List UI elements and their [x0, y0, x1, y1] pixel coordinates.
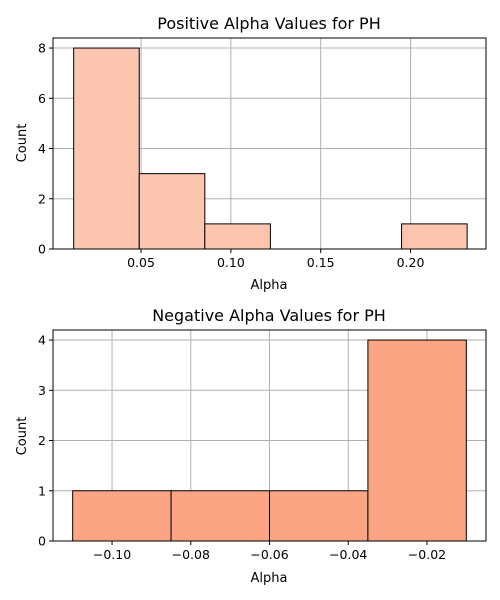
plot-frame [52, 37, 487, 250]
y-axis-label: Count [15, 124, 30, 163]
y-tick-label: 2 [38, 191, 46, 206]
chart-title: Negative Alpha Values for PH [152, 306, 386, 325]
chart-title: Positive Alpha Values for PH [157, 14, 380, 33]
x-tick-label: 0.05 [127, 255, 155, 270]
histogram-bar [73, 47, 140, 250]
histogram-bar [401, 223, 468, 250]
x-tick-label: −0.04 [329, 547, 367, 562]
chart-negative-alpha: Negative Alpha Values for PH −0.10 −0.08−… [15, 306, 487, 586]
y-tick-label: 6 [38, 91, 46, 106]
y-tick-label: 4 [38, 333, 46, 348]
x-ticks: −0.10 −0.08 −0.06 −0.04 −0.02 [93, 541, 446, 562]
histogram-bar [138, 173, 206, 250]
x-axis-label: Alpha [251, 278, 288, 293]
y-tick-label: 1 [38, 483, 46, 498]
y-axis-label: Count [15, 417, 30, 456]
y-tick-label: 3 [38, 383, 46, 398]
y-ticks: 0 2 4 6 8 [38, 41, 53, 257]
y-tick-label: 0 [38, 242, 46, 257]
y-ticks: 0 1 2 3 4 [38, 333, 53, 549]
y-tick-label: 0 [38, 534, 46, 549]
x-tick-label: −0.06 [250, 547, 288, 562]
histogram-bar [204, 223, 271, 250]
histogram-bar [72, 490, 172, 542]
histogram-bar [367, 339, 467, 542]
x-tick-label: 0.15 [307, 255, 335, 270]
x-tick-label: −0.08 [172, 547, 210, 562]
y-tick-label: 2 [38, 433, 46, 448]
x-tick-label: −0.02 [408, 547, 446, 562]
x-axis-label: Alpha [251, 571, 288, 586]
bars [72, 339, 467, 542]
histogram-bar [269, 490, 369, 542]
x-tick-label: −0.10 [93, 547, 131, 562]
bars [73, 47, 468, 250]
histogram-bar [170, 490, 270, 542]
x-ticks: 0.05 0.10 0.15 0.20 [127, 249, 424, 270]
x-tick-label: 0.20 [397, 255, 425, 270]
y-tick-label: 8 [38, 41, 46, 56]
chart-positive-alpha: Positive Alpha Values for PH 0.05 0.10 0.1… [15, 14, 487, 293]
x-tick-label: 0.10 [217, 255, 245, 270]
y-tick-label: 4 [38, 141, 46, 156]
